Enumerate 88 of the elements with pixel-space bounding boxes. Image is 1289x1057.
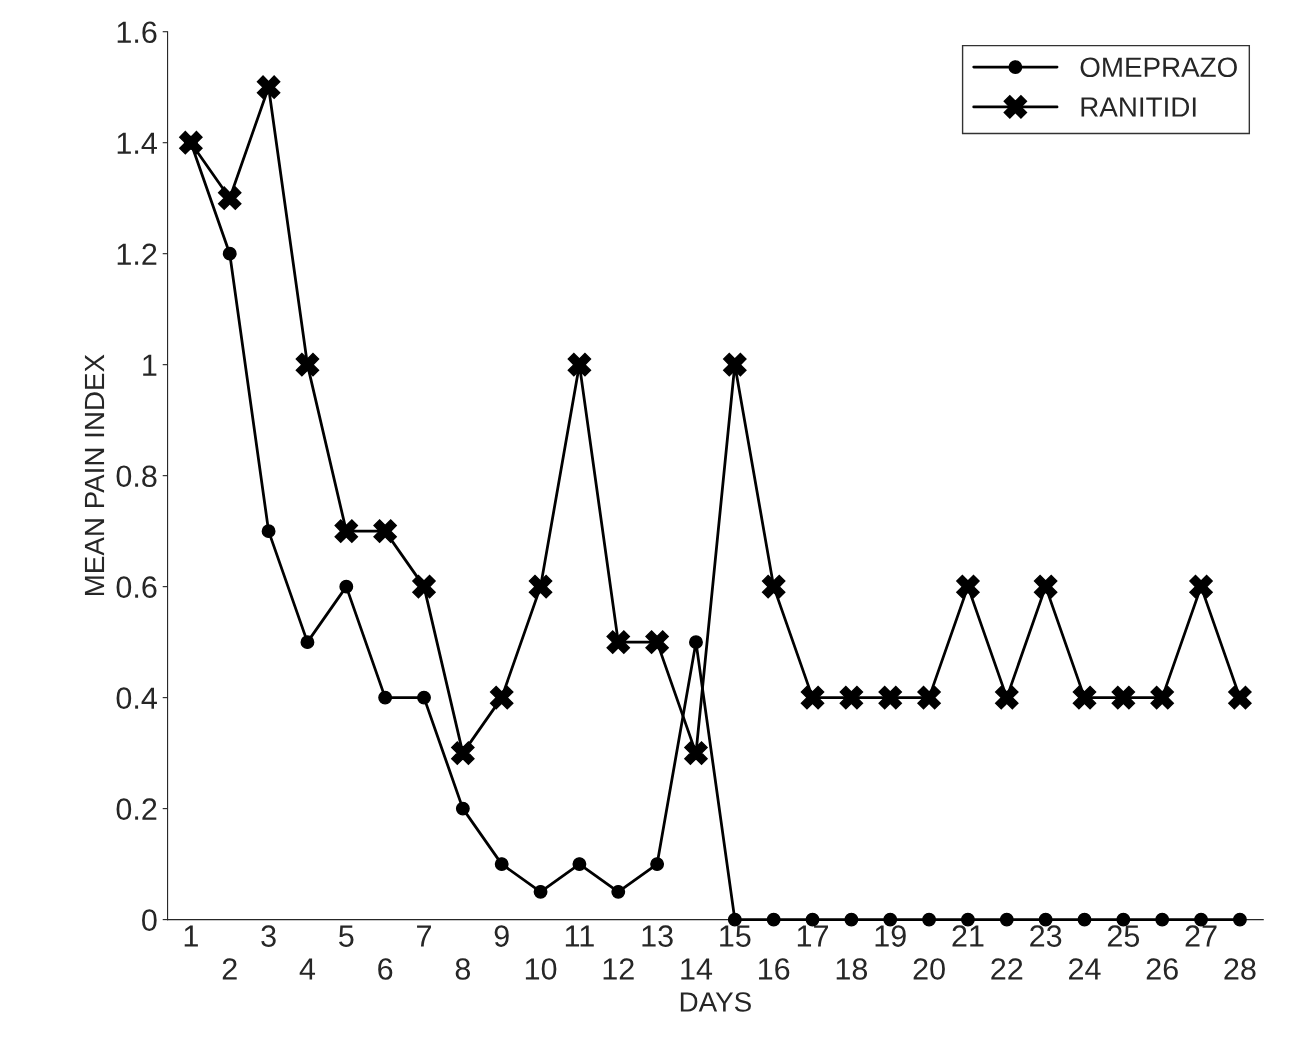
point	[994, 685, 1019, 710]
point	[533, 884, 548, 899]
point	[378, 690, 393, 705]
x-axis-title: DAYS	[680, 992, 751, 1012]
point	[1111, 685, 1136, 710]
x-tick-label: 24	[1069, 958, 1101, 980]
legend-label: OMEPRAZO	[1080, 57, 1237, 78]
y-tick-label: 0.2	[116, 798, 157, 820]
x-tick-label: 26	[1146, 958, 1178, 980]
x-tick-label: 5	[339, 925, 354, 947]
point	[1228, 685, 1252, 710]
x-tick-label: 25	[1107, 925, 1140, 947]
point	[839, 685, 864, 710]
x-tick-label: 28	[1224, 958, 1256, 980]
x-tick-label: 14	[681, 958, 713, 980]
point	[1150, 685, 1175, 710]
x-tick-label: 4	[299, 958, 316, 980]
point	[455, 801, 470, 816]
x-tick-label: 15	[720, 925, 751, 947]
x-tick-label: 1	[184, 925, 198, 947]
point	[528, 574, 553, 599]
point	[412, 574, 436, 599]
point	[261, 524, 276, 539]
x-tick-label: 2	[222, 958, 237, 980]
x-tick-label: 6	[378, 958, 393, 980]
y-tick-label: 0.4	[116, 687, 157, 709]
point	[334, 519, 359, 543]
point	[1077, 912, 1092, 927]
point	[606, 630, 631, 654]
x-tick-label: 21	[952, 925, 984, 947]
point	[650, 857, 665, 872]
x-tick-label: 18	[836, 958, 868, 980]
x-tick-label: 16	[759, 958, 790, 980]
point	[956, 574, 980, 599]
point	[684, 741, 708, 765]
point	[451, 741, 475, 765]
x-tick-label: 20	[913, 958, 945, 980]
point	[922, 912, 937, 927]
point	[1072, 685, 1097, 710]
y-tick-label: 0.8	[116, 465, 157, 488]
y-tick-label: 1	[143, 354, 157, 376]
point	[222, 246, 237, 261]
legend-label: RANITIDI	[1081, 97, 1196, 117]
point	[256, 75, 281, 100]
x-tick-label: 10	[525, 958, 557, 980]
x-tick-label: 13	[642, 925, 673, 947]
point	[917, 685, 941, 710]
point	[373, 519, 397, 543]
point	[572, 857, 587, 872]
x-tick-label: 7	[417, 925, 431, 947]
x-tick-label: 9	[494, 925, 509, 947]
x-tick-label: 8	[455, 958, 471, 980]
point	[1033, 574, 1058, 599]
point	[217, 186, 242, 210]
x-tick-label: 12	[603, 958, 634, 980]
point	[689, 635, 703, 650]
point	[567, 352, 592, 377]
y-tick-label: 1.2	[117, 243, 157, 265]
point	[611, 884, 626, 899]
point	[645, 630, 669, 654]
point	[417, 690, 431, 705]
x-tick-label: 3	[261, 925, 276, 947]
y-tick-label: 1.4	[117, 132, 157, 154]
y-tick-label: 0.6	[116, 576, 157, 599]
point	[339, 579, 354, 594]
x-tick-label: 22	[991, 958, 1023, 980]
point	[800, 685, 825, 710]
point	[300, 635, 315, 650]
y-axis-title: MEAN PAIN INDEX	[84, 354, 105, 596]
point	[766, 912, 781, 927]
point	[489, 685, 514, 710]
point	[761, 574, 786, 599]
x-tick-label: 17	[797, 925, 828, 947]
y-tick-label: 0	[142, 909, 157, 931]
point	[878, 685, 903, 710]
point	[1155, 912, 1170, 927]
x-tick-label: 27	[1185, 925, 1217, 947]
point	[295, 352, 320, 377]
point	[723, 352, 747, 377]
point	[494, 857, 509, 872]
point	[999, 912, 1014, 927]
x-tick-label: 23	[1030, 925, 1062, 947]
point	[1189, 574, 1213, 599]
point	[844, 912, 859, 927]
x-tick-label: 11	[565, 925, 594, 947]
y-tick-label: 1.6	[117, 21, 157, 44]
x-tick-label: 19	[875, 925, 906, 947]
point	[1232, 912, 1247, 927]
